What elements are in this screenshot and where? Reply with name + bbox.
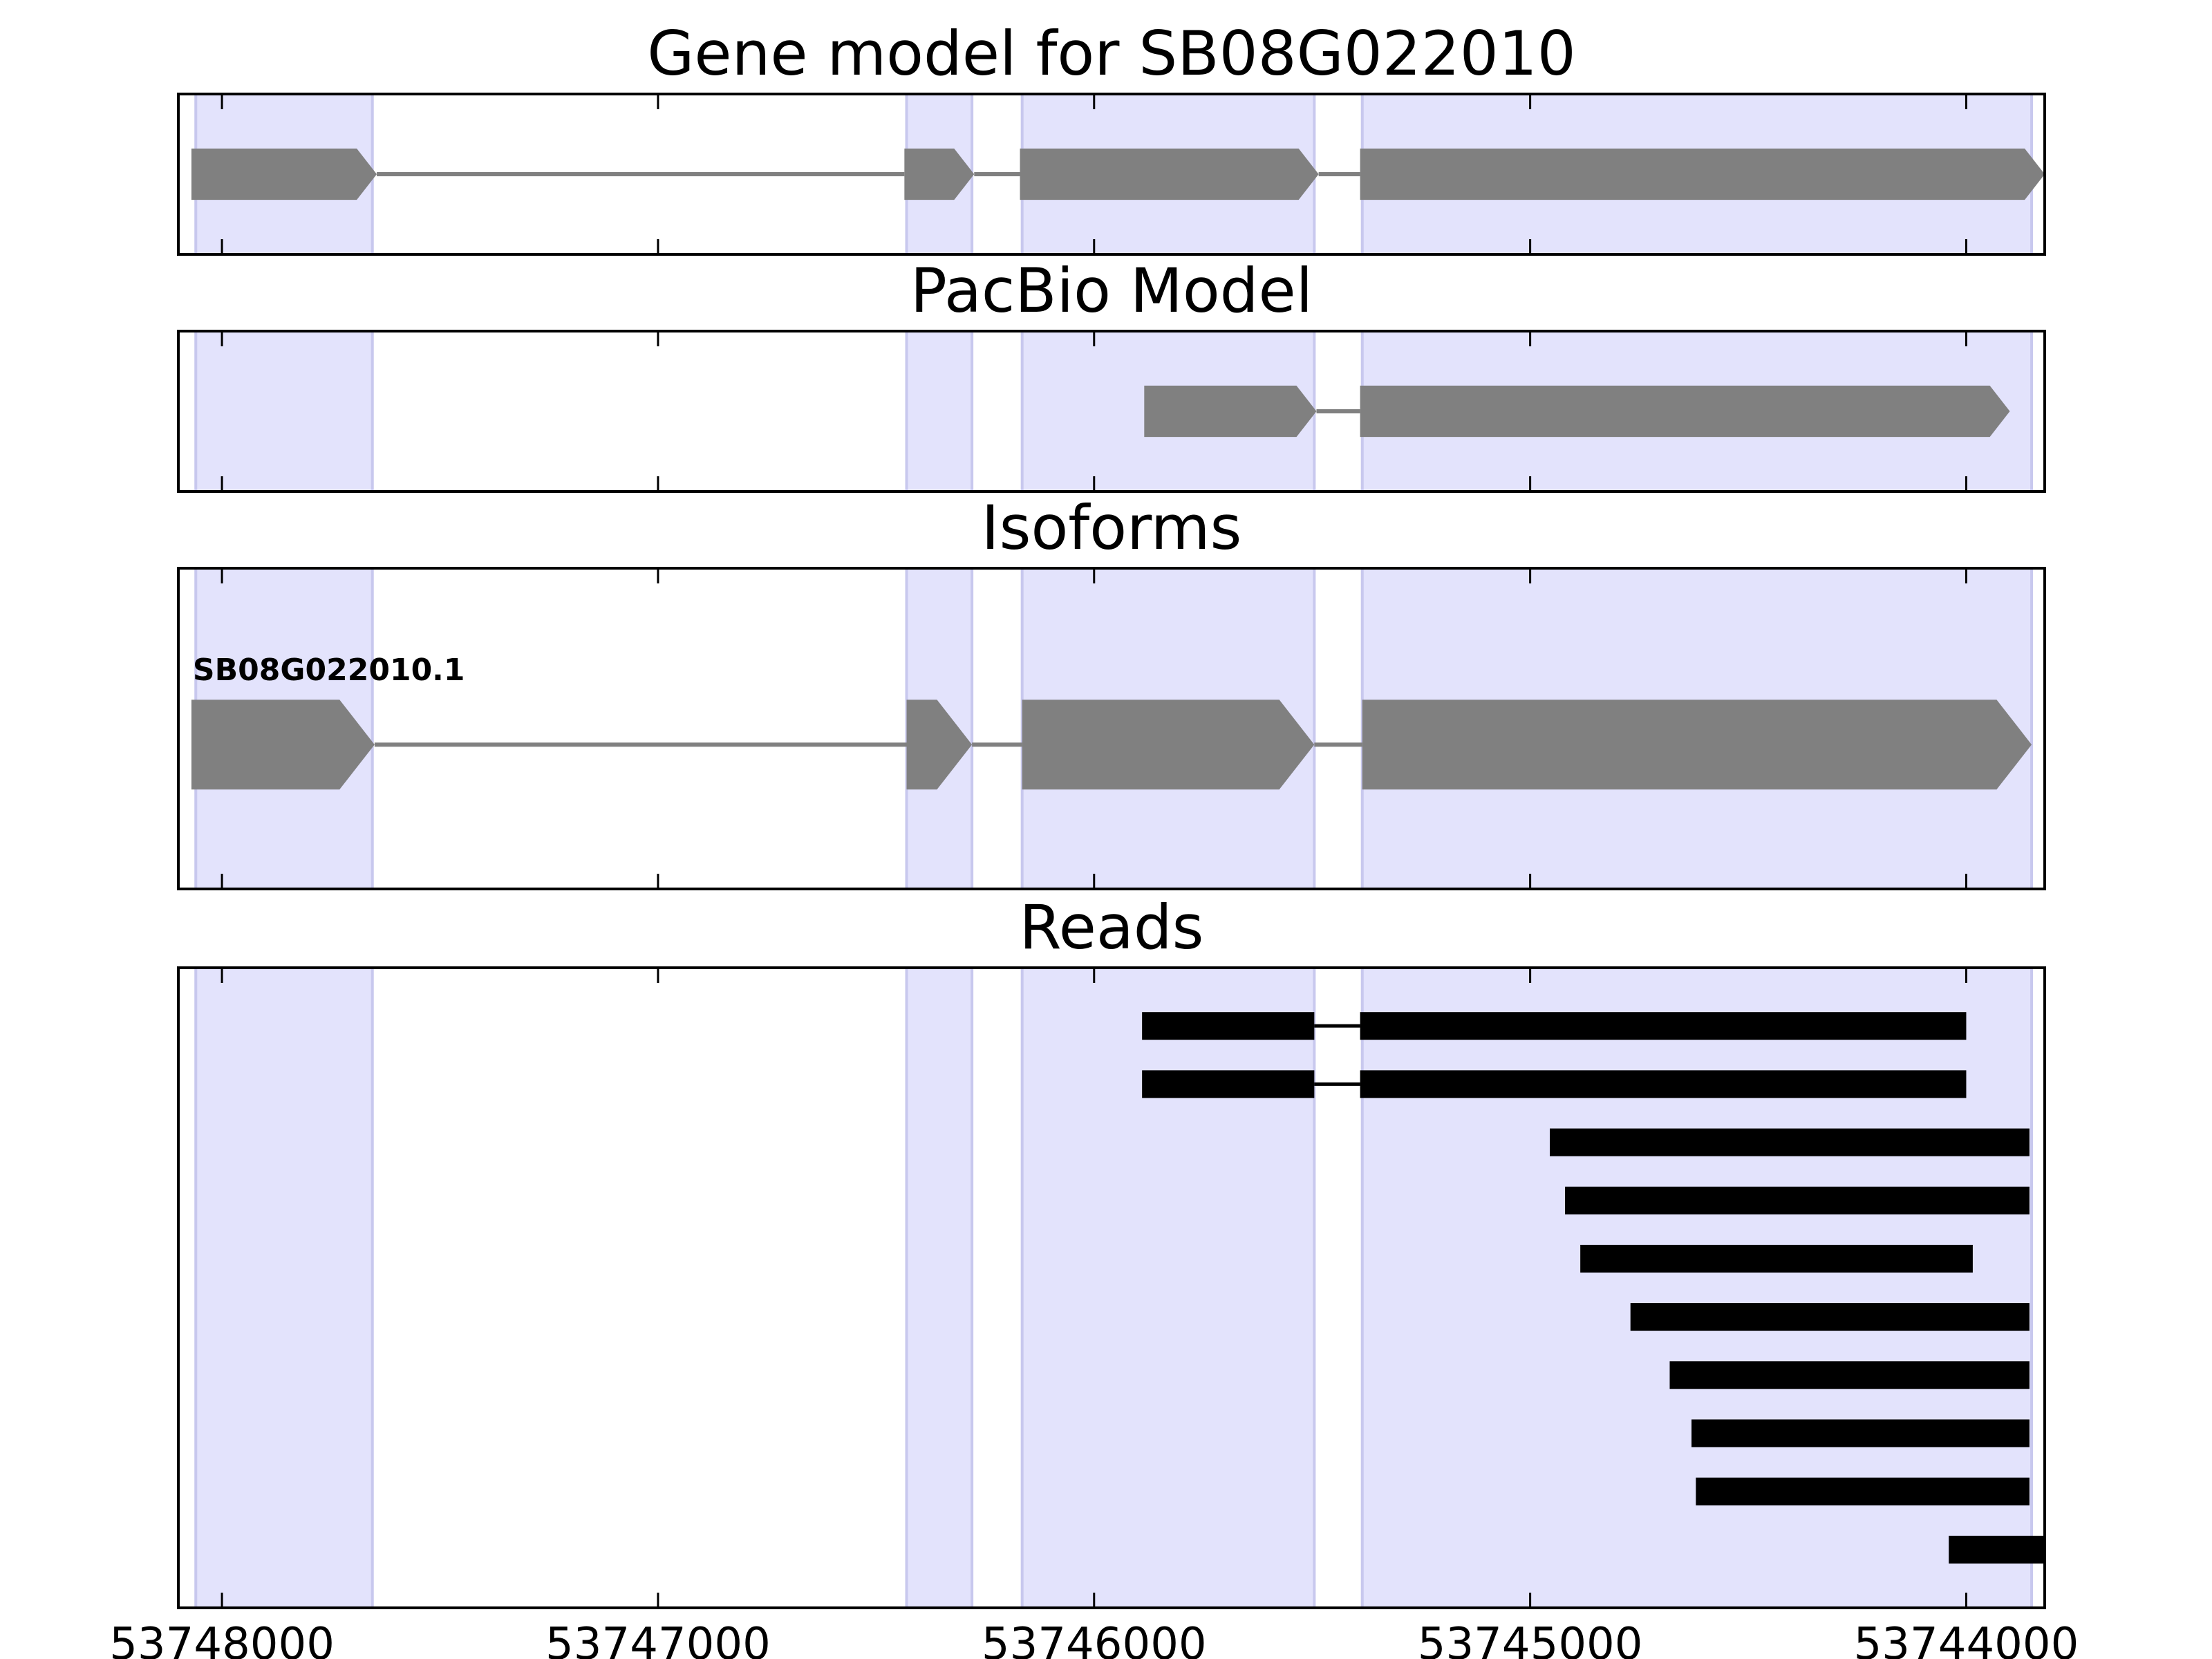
panels-layer: Gene model for SB08G022010 PacBio Model Is… <box>109 18 2079 1659</box>
x-tick-label: 53744000 <box>1854 1619 2079 1659</box>
exon-highlight-band <box>1360 968 2034 1608</box>
exon-arrow <box>191 700 375 790</box>
panel-plot-area <box>194 968 2045 1608</box>
panel-plot-area <box>191 568 2034 889</box>
panel-title: Gene model for SB08G022010 <box>647 18 1576 89</box>
read-segment <box>1949 1535 2045 1564</box>
exon-arrow <box>1360 385 2010 438</box>
read-segment <box>1691 1419 2030 1447</box>
exon-arrow <box>1022 700 1315 790</box>
exon-highlight-band <box>905 968 974 1608</box>
x-tick-label: 53748000 <box>109 1619 335 1659</box>
panel-3: Reads <box>177 892 2046 1609</box>
exon-arrow <box>191 148 377 200</box>
panel-title: PacBio Model <box>910 255 1313 326</box>
read-segment <box>1360 1012 1967 1040</box>
panel-2: Isoforms SB08G022010.1 <box>177 492 2046 890</box>
panel-title: Reads <box>1020 892 1204 963</box>
exon-highlight-band <box>194 968 374 1608</box>
read-segment <box>1696 1477 2030 1506</box>
exon-highlight-band <box>1020 968 1316 1608</box>
read-segment <box>1360 1070 1967 1098</box>
x-tick-label: 53747000 <box>545 1619 771 1659</box>
axes-frame <box>177 567 2046 890</box>
exon-arrow <box>1360 148 2045 200</box>
panel-1: PacBio Model <box>177 255 2046 493</box>
read-segment <box>1142 1070 1315 1098</box>
isoform-label: SB08G022010.1 <box>193 653 465 688</box>
exon-arrow <box>1362 700 2032 790</box>
axes-frame <box>177 93 2046 256</box>
exon-highlight-band <box>194 331 374 491</box>
read-segment <box>1142 1012 1315 1040</box>
x-tick-label: 53745000 <box>1418 1619 1643 1659</box>
axes-frame <box>177 966 2046 1609</box>
exon-arrow <box>904 148 975 200</box>
x-tick-label: 53746000 <box>982 1619 1207 1659</box>
panel-title: Isoforms <box>982 492 1242 563</box>
read-segment <box>1669 1361 2030 1389</box>
read-segment <box>1565 1186 2030 1215</box>
panel-plot-area <box>194 331 2034 491</box>
read-segment <box>1580 1244 1973 1273</box>
exon-highlight-band <box>905 331 974 491</box>
panel-0: Gene model for SB08G022010 <box>177 18 2046 256</box>
read-segment <box>1549 1128 2030 1156</box>
exon-arrow <box>906 700 973 790</box>
panel-plot-area <box>191 94 2045 254</box>
axes-frame <box>177 330 2046 493</box>
read-segment <box>1630 1303 2030 1331</box>
exon-arrow <box>1144 385 1317 438</box>
exon-arrow <box>1020 148 1319 200</box>
